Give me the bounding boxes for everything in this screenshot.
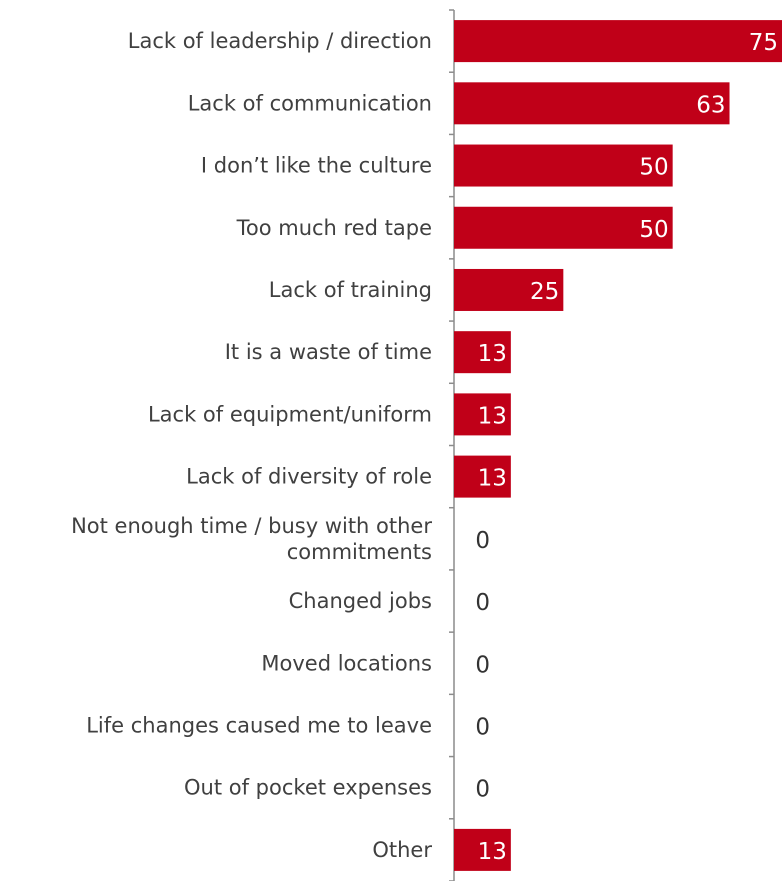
data-labels: 75 63 50 50 25 13 13 13 0 0 0 0 0 13 — [475, 30, 778, 865]
data-label: 13 — [478, 466, 507, 492]
data-label: 25 — [530, 279, 559, 305]
bar — [454, 828, 511, 871]
category-label: Lack of diversity of role — [186, 465, 432, 489]
data-label: 0 — [475, 590, 490, 616]
bar — [454, 331, 511, 374]
category-label: Changed jobs — [289, 589, 432, 613]
bar — [454, 82, 730, 125]
category-label: Lack of training — [269, 278, 432, 302]
category-label: Out of pocket expenses — [184, 776, 432, 800]
bar — [454, 20, 782, 63]
bar — [454, 144, 673, 187]
data-label: 0 — [475, 528, 490, 554]
data-label: 13 — [478, 403, 507, 429]
data-label: 13 — [478, 341, 507, 367]
category-label: It is a waste of time — [225, 340, 432, 364]
category-label: Not enough time / busy with other commitm… — [71, 514, 432, 564]
category-label: I don’t like the culture — [201, 154, 432, 178]
data-label: 0 — [475, 714, 490, 740]
bar — [454, 268, 564, 311]
category-label: Lack of equipment/uniform — [148, 402, 432, 426]
data-label: 0 — [475, 652, 490, 678]
category-labels: Lack of leadership / direction Lack of co… — [71, 29, 432, 862]
bars — [454, 20, 782, 871]
bar — [454, 393, 511, 436]
data-label: 0 — [475, 777, 490, 803]
data-label: 50 — [639, 217, 668, 243]
category-label: Lack of communication — [188, 91, 432, 115]
category-label: Moved locations — [261, 651, 432, 675]
data-label: 50 — [639, 155, 668, 181]
category-label: Life changes caused me to leave — [86, 713, 432, 737]
category-label: Other — [372, 838, 432, 862]
data-label: 63 — [696, 92, 725, 118]
axis-ticks — [449, 9, 454, 881]
data-label: 75 — [749, 30, 778, 56]
bar — [454, 206, 673, 249]
bar — [454, 455, 511, 498]
category-label: Too much red tape — [236, 216, 432, 240]
category-label: Lack of leadership / direction — [128, 29, 432, 53]
data-label: 13 — [478, 839, 507, 865]
